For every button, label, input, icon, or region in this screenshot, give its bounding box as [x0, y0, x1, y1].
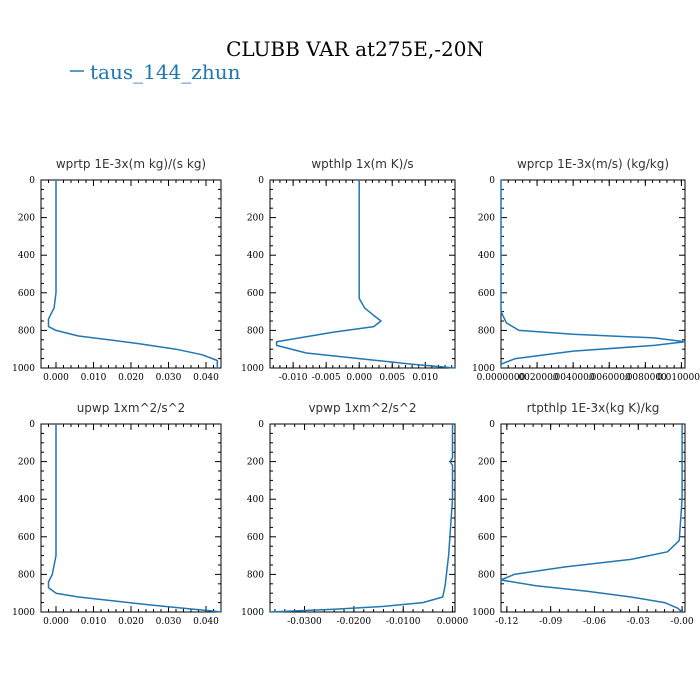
y-tick-label: 600 [478, 289, 495, 299]
x-tick-label: .0080000 [624, 373, 667, 383]
x-tick-label: -0.0200 [337, 617, 372, 627]
panel-4: upwp 1xm^2/s^2 0 200 400 600 800 1000 0.000 0.01… [12, 401, 222, 627]
x-tick-label: 0.020 [118, 617, 144, 627]
y-tick-label: 1000 [12, 608, 35, 618]
y-tick-label: 800 [247, 326, 264, 336]
y-tick-label: 200 [18, 458, 35, 468]
y-tick-label: 600 [478, 533, 495, 543]
y-tick-label: 0 [489, 176, 495, 186]
y-tick-label: 400 [478, 495, 495, 505]
x-tick-label: 0.010 [412, 373, 438, 383]
y-tick-label: 1000 [12, 364, 35, 374]
x-tick-label: -0.0100 [386, 617, 421, 627]
y-tick-label: 1000 [472, 364, 495, 374]
y-tick-label: 600 [18, 533, 35, 543]
series-line [47, 180, 219, 368]
x-tick-label: 0.000 [346, 373, 372, 383]
x-tick-label: .0040000 [552, 373, 595, 383]
y-tick-label: 400 [247, 251, 264, 261]
panel-2: wpthlp 1x(m K)/s 0 200 400 600 800 1000 -0.010-… [241, 157, 456, 383]
y-tick-label: 0 [258, 420, 264, 430]
series-line [269, 424, 454, 613]
x-tick-label: -0.03 [627, 617, 650, 627]
x-tick-label: -0.010 [279, 373, 308, 383]
x-tick-label: -0.09 [539, 617, 562, 627]
panel-title: wpthlp 1x(m K)/s [311, 157, 413, 171]
x-tick-label: 0.030 [156, 373, 182, 383]
x-tick-label: 0.000 [43, 617, 69, 627]
panel-1: wprtp 1E-3x(m kg)/(s kg) 0 200 400 600 800 100… [12, 157, 222, 383]
y-tick-label: 600 [18, 289, 35, 299]
y-tick-label: 200 [247, 214, 264, 224]
x-tick-label: 0.0000000 [477, 373, 526, 383]
y-tick-label: 400 [247, 495, 264, 505]
x-tick-label: -0.06 [583, 617, 606, 627]
y-tick-label: 400 [18, 251, 35, 261]
y-tick-label: 800 [247, 570, 264, 580]
x-tick-label: 0.020 [118, 373, 144, 383]
x-tick-label: .0060000 [588, 373, 631, 383]
y-tick-label: 800 [18, 570, 35, 580]
panel-title: wprtp 1E-3x(m kg)/(s kg) [56, 157, 206, 171]
x-tick-label: 0.005 [379, 373, 405, 383]
x-tick-label: -0.00 [671, 617, 694, 627]
series-line [275, 180, 456, 369]
y-tick-label: 400 [478, 251, 495, 261]
y-tick-label: 0 [258, 176, 264, 186]
y-tick-label: 1000 [472, 608, 495, 618]
figure-title: CLUBB VAR at275E,-20N [226, 37, 484, 61]
panel-grid: wprtp 1E-3x(m kg)/(s kg) 0 200 400 600 800 100… [12, 157, 700, 627]
y-tick-label: 400 [18, 495, 35, 505]
y-tick-label: 200 [18, 214, 35, 224]
y-tick-label: 200 [478, 458, 495, 468]
y-tick-label: 200 [247, 458, 264, 468]
y-tick-label: 800 [478, 326, 495, 336]
y-tick-label: 800 [18, 326, 35, 336]
panel-title: upwp 1xm^2/s^2 [77, 401, 186, 415]
panel-6: rtpthlp 1E-3x(kg K)/kg02004006008001000-… [472, 401, 694, 627]
plot-frame [269, 423, 456, 613]
legend-label: taus_144_zhun [90, 60, 241, 84]
plot-frame [269, 179, 456, 369]
plot-frame [40, 423, 222, 613]
x-tick-label: -0.005 [312, 373, 341, 383]
x-tick-label: -0.12 [495, 617, 518, 627]
x-tick-label: 0.000 [43, 373, 69, 383]
x-tick-label: 0.040 [193, 617, 219, 627]
x-tick-label: 0.010 [81, 617, 107, 627]
x-tick-label: -0.0300 [287, 617, 322, 627]
y-tick-label: 1000 [241, 608, 264, 618]
panel-5: vpwp 1xm^2/s^2 0 200 400 600 800 1000 -0.0300 -0… [241, 401, 468, 627]
y-tick-label: 600 [247, 289, 264, 299]
x-tick-label: 0.030 [156, 617, 182, 627]
series-line [47, 424, 222, 613]
plot-frame [40, 179, 222, 369]
y-tick-label: 200 [478, 214, 495, 224]
y-tick-label: 1000 [241, 364, 264, 374]
y-tick-label: 0 [489, 420, 495, 430]
x-tick-label: 0.040 [193, 373, 219, 383]
panel-title: rtpthlp 1E-3x(kg K)/kg [527, 401, 660, 415]
y-tick-label: 800 [478, 570, 495, 580]
x-tick-label: 0.0100000 [657, 373, 700, 383]
panel-title: vpwp 1xm^2/s^2 [308, 401, 416, 415]
series-line [500, 424, 683, 613]
legend: taus_144_zhun [70, 60, 241, 84]
x-tick-label: 0.010 [81, 373, 107, 383]
x-tick-label: .0020000 [516, 373, 559, 383]
panel-3: wprcp 1E-3x(m/s) (kg/kg) 0 200 400 600 800 100… [472, 157, 700, 383]
plot-frame [500, 179, 686, 369]
series-line [500, 180, 686, 368]
x-tick-label: 0.0000 [437, 617, 469, 627]
y-tick-label: 0 [29, 420, 35, 430]
y-tick-label: 0 [29, 176, 35, 186]
panel-title: wprcp 1E-3x(m/s) (kg/kg) [517, 157, 669, 171]
y-tick-label: 600 [247, 533, 264, 543]
